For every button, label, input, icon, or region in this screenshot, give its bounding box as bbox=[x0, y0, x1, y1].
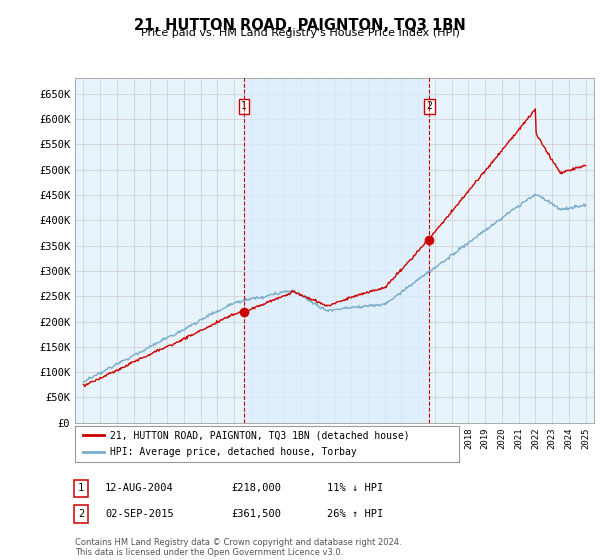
Text: 21, HUTTON ROAD, PAIGNTON, TQ3 1BN: 21, HUTTON ROAD, PAIGNTON, TQ3 1BN bbox=[134, 18, 466, 33]
Text: 2: 2 bbox=[78, 509, 84, 519]
Text: Price paid vs. HM Land Registry's House Price Index (HPI): Price paid vs. HM Land Registry's House … bbox=[140, 28, 460, 38]
Text: 26% ↑ HPI: 26% ↑ HPI bbox=[327, 509, 383, 519]
Bar bbox=[244, 78, 430, 423]
Text: HPI: Average price, detached house, Torbay: HPI: Average price, detached house, Torb… bbox=[110, 447, 356, 457]
Text: 02-SEP-2015: 02-SEP-2015 bbox=[105, 509, 174, 519]
Text: 12-AUG-2004: 12-AUG-2004 bbox=[105, 483, 174, 493]
Text: £218,000: £218,000 bbox=[231, 483, 281, 493]
Text: 1: 1 bbox=[78, 483, 84, 493]
Text: 2: 2 bbox=[427, 101, 433, 111]
Text: 21, HUTTON ROAD, PAIGNTON, TQ3 1BN (detached house): 21, HUTTON ROAD, PAIGNTON, TQ3 1BN (deta… bbox=[110, 431, 409, 440]
Text: 1: 1 bbox=[241, 101, 247, 111]
Text: 11% ↓ HPI: 11% ↓ HPI bbox=[327, 483, 383, 493]
Text: £361,500: £361,500 bbox=[231, 509, 281, 519]
Text: Contains HM Land Registry data © Crown copyright and database right 2024.
This d: Contains HM Land Registry data © Crown c… bbox=[75, 538, 401, 557]
